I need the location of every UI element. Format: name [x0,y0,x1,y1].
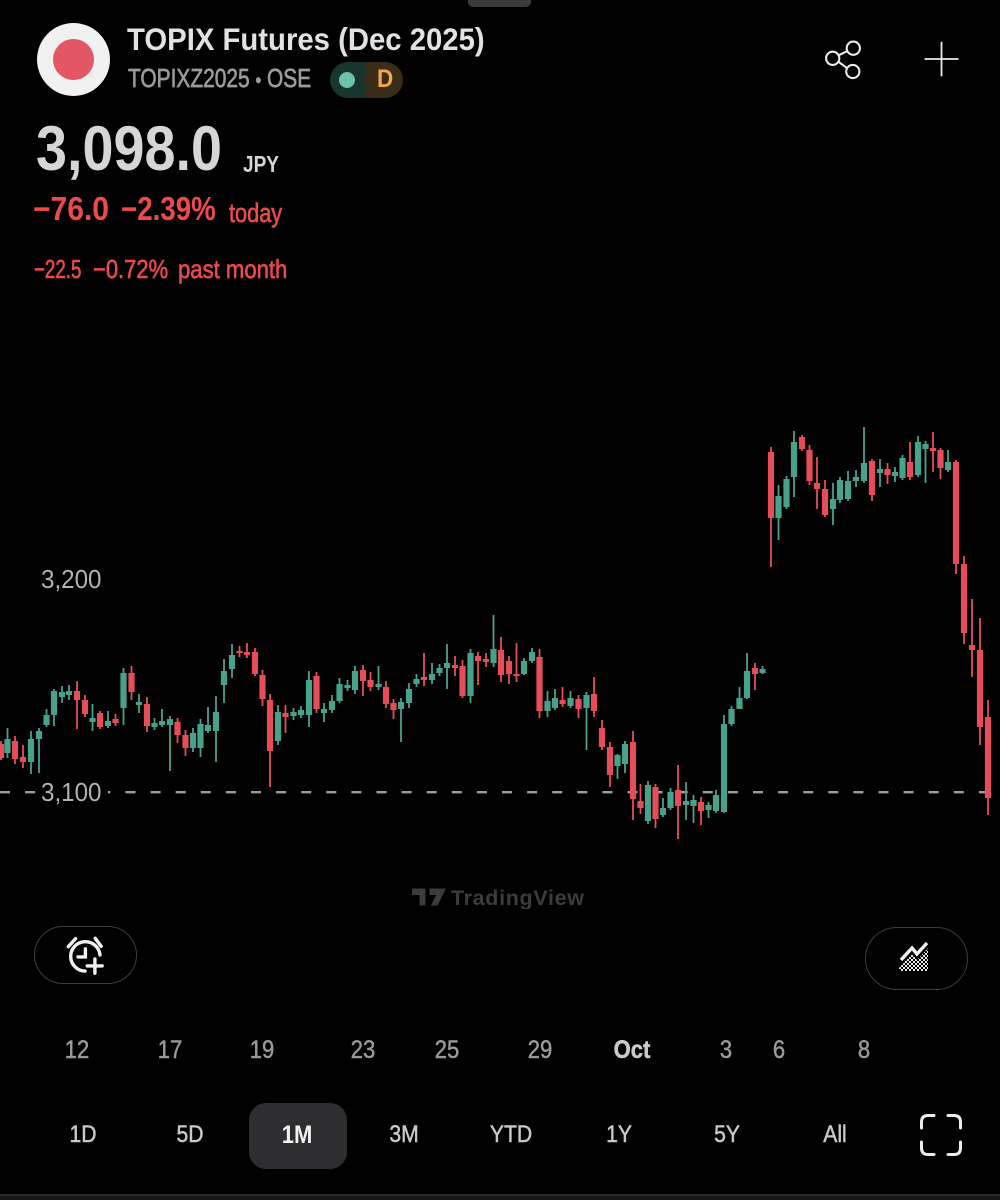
svg-text:TradingView: TradingView [451,887,584,909]
